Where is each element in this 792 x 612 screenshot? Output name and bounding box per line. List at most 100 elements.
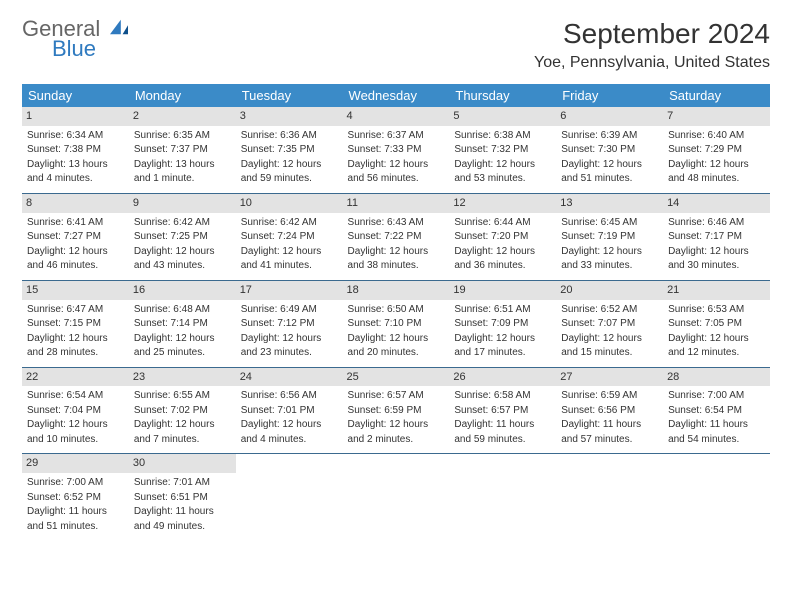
detail-line: Daylight: 11 hours — [134, 505, 231, 519]
calendar-cell — [556, 454, 663, 540]
detail-line: Daylight: 13 hours — [134, 158, 231, 172]
day-number: 10 — [236, 194, 343, 213]
detail-line: and 17 minutes. — [454, 346, 551, 360]
detail-line: Sunset: 7:02 PM — [134, 404, 231, 418]
calendar-cell: 10 Sunrise: 6:42 AMSunset: 7:24 PMDayligh… — [236, 193, 343, 280]
detail-line: Sunset: 7:24 PM — [241, 230, 338, 244]
brand-text: General Blue — [22, 18, 130, 60]
detail-line: Daylight: 12 hours — [134, 245, 231, 259]
day-number: 17 — [236, 281, 343, 300]
detail-line: Sunrise: 6:41 AM — [27, 216, 124, 230]
day-number: 9 — [129, 194, 236, 213]
detail-line: and 10 minutes. — [27, 433, 124, 447]
detail-line: Sunrise: 7:00 AM — [27, 476, 124, 490]
day-number: 27 — [556, 368, 663, 387]
detail-line: and 54 minutes. — [668, 433, 765, 447]
day-details: Sunrise: 6:55 AMSunset: 7:02 PMDaylight:… — [134, 389, 231, 446]
day-details: Sunrise: 6:35 AMSunset: 7:37 PMDaylight:… — [134, 129, 231, 186]
detail-line: Sunrise: 6:36 AM — [241, 129, 338, 143]
detail-line: Daylight: 12 hours — [668, 332, 765, 346]
detail-line: Sunrise: 6:57 AM — [348, 389, 445, 403]
detail-line: Sunset: 7:15 PM — [27, 317, 124, 331]
calendar-cell — [663, 454, 770, 540]
detail-line: Sunset: 7:32 PM — [454, 143, 551, 157]
day-details: Sunrise: 6:40 AMSunset: 7:29 PMDaylight:… — [668, 129, 765, 186]
day-details: Sunrise: 6:36 AMSunset: 7:35 PMDaylight:… — [241, 129, 338, 186]
calendar-cell: 27Sunrise: 6:59 AMSunset: 6:56 PMDayligh… — [556, 367, 663, 454]
detail-line: Sunset: 7:07 PM — [561, 317, 658, 331]
detail-line: Sunrise: 6:56 AM — [241, 389, 338, 403]
header: General Blue September 2024 Yoe, Pennsyl… — [22, 18, 770, 72]
detail-line: Sunrise: 6:54 AM — [27, 389, 124, 403]
detail-line: Daylight: 12 hours — [241, 158, 338, 172]
detail-line: and 2 minutes. — [348, 433, 445, 447]
detail-line: Daylight: 11 hours — [561, 418, 658, 432]
detail-line: Sunrise: 7:01 AM — [134, 476, 231, 490]
calendar-cell: 19Sunrise: 6:51 AMSunset: 7:09 PMDayligh… — [449, 280, 556, 367]
detail-line: Sunrise: 6:59 AM — [561, 389, 658, 403]
detail-line: Sunset: 7:25 PM — [134, 230, 231, 244]
detail-line: Daylight: 12 hours — [348, 332, 445, 346]
day-number: 5 — [449, 107, 556, 126]
detail-line: Daylight: 12 hours — [134, 418, 231, 432]
day-number: 20 — [556, 281, 663, 300]
detail-line: Daylight: 13 hours — [27, 158, 124, 172]
calendar-row: 8Sunrise: 6:41 AMSunset: 7:27 PMDaylight… — [22, 193, 770, 280]
day-number: 23 — [129, 368, 236, 387]
day-details: Sunrise: 7:01 AMSunset: 6:51 PMDaylight:… — [134, 476, 231, 533]
day-details: Sunrise: 6:42 AMSunset: 7:24 PMDaylight:… — [241, 216, 338, 273]
detail-line: Daylight: 12 hours — [454, 332, 551, 346]
detail-line: Sunset: 7:05 PM — [668, 317, 765, 331]
detail-line: Daylight: 12 hours — [454, 158, 551, 172]
detail-line: and 4 minutes. — [241, 433, 338, 447]
detail-line: Sunset: 7:19 PM — [561, 230, 658, 244]
detail-line: Sunrise: 6:43 AM — [348, 216, 445, 230]
day-details: Sunrise: 6:45 AMSunset: 7:19 PMDaylight:… — [561, 216, 658, 273]
detail-line: Sunrise: 6:49 AM — [241, 303, 338, 317]
detail-line: Sunset: 7:17 PM — [668, 230, 765, 244]
day-details: Sunrise: 6:52 AMSunset: 7:07 PMDaylight:… — [561, 303, 658, 360]
day-details: Sunrise: 6:42 AMSunset: 7:25 PMDaylight:… — [134, 216, 231, 273]
detail-line: Sunset: 7:12 PM — [241, 317, 338, 331]
brand-logo: General Blue — [22, 18, 130, 60]
detail-line: and 41 minutes. — [241, 259, 338, 273]
day-number: 26 — [449, 368, 556, 387]
calendar-cell: 4Sunrise: 6:37 AMSunset: 7:33 PMDaylight… — [343, 107, 450, 193]
calendar-cell: 26Sunrise: 6:58 AMSunset: 6:57 PMDayligh… — [449, 367, 556, 454]
detail-line: Sunset: 7:10 PM — [348, 317, 445, 331]
calendar-cell: 13Sunrise: 6:45 AMSunset: 7:19 PMDayligh… — [556, 193, 663, 280]
calendar-row: 15Sunrise: 6:47 AMSunset: 7:15 PMDayligh… — [22, 280, 770, 367]
day-details: Sunrise: 6:48 AMSunset: 7:14 PMDaylight:… — [134, 303, 231, 360]
detail-line: Sunrise: 6:38 AM — [454, 129, 551, 143]
day-number: 12 — [449, 194, 556, 213]
detail-line: and 49 minutes. — [134, 520, 231, 534]
detail-line: and 59 minutes. — [241, 172, 338, 186]
calendar-cell: 16Sunrise: 6:48 AMSunset: 7:14 PMDayligh… — [129, 280, 236, 367]
day-details: Sunrise: 6:57 AMSunset: 6:59 PMDaylight:… — [348, 389, 445, 446]
calendar-cell: 9 Sunrise: 6:42 AMSunset: 7:25 PMDaylight… — [129, 193, 236, 280]
detail-line: Sunrise: 6:35 AM — [134, 129, 231, 143]
detail-line: Sunrise: 6:48 AM — [134, 303, 231, 317]
day-number: 14 — [663, 194, 770, 213]
detail-line: Sunset: 6:59 PM — [348, 404, 445, 418]
detail-line: Daylight: 12 hours — [27, 332, 124, 346]
day-details: Sunrise: 7:00 AMSunset: 6:54 PMDaylight:… — [668, 389, 765, 446]
detail-line: Sunset: 7:27 PM — [27, 230, 124, 244]
detail-line: and 53 minutes. — [454, 172, 551, 186]
calendar-cell: 8Sunrise: 6:41 AMSunset: 7:27 PMDaylight… — [22, 193, 129, 280]
detail-line: and 51 minutes. — [561, 172, 658, 186]
detail-line: Daylight: 12 hours — [348, 418, 445, 432]
detail-line: Daylight: 12 hours — [561, 158, 658, 172]
detail-line: Sunset: 7:01 PM — [241, 404, 338, 418]
detail-line: Daylight: 12 hours — [241, 332, 338, 346]
calendar-cell: 24Sunrise: 6:56 AMSunset: 7:01 PMDayligh… — [236, 367, 343, 454]
day-details: Sunrise: 6:34 AMSunset: 7:38 PMDaylight:… — [27, 129, 124, 186]
day-details: Sunrise: 6:43 AMSunset: 7:22 PMDaylight:… — [348, 216, 445, 273]
brand-word-2: Blue — [52, 38, 130, 60]
day-number: 29 — [22, 454, 129, 473]
calendar-cell: 17 Sunrise: 6:49 AMSunset: 7:12 PMDayligh… — [236, 280, 343, 367]
day-number: 2 — [129, 107, 236, 126]
day-details: Sunrise: 6:46 AMSunset: 7:17 PMDaylight:… — [668, 216, 765, 273]
weekday-friday: Friday — [556, 84, 663, 107]
detail-line: and 48 minutes. — [668, 172, 765, 186]
